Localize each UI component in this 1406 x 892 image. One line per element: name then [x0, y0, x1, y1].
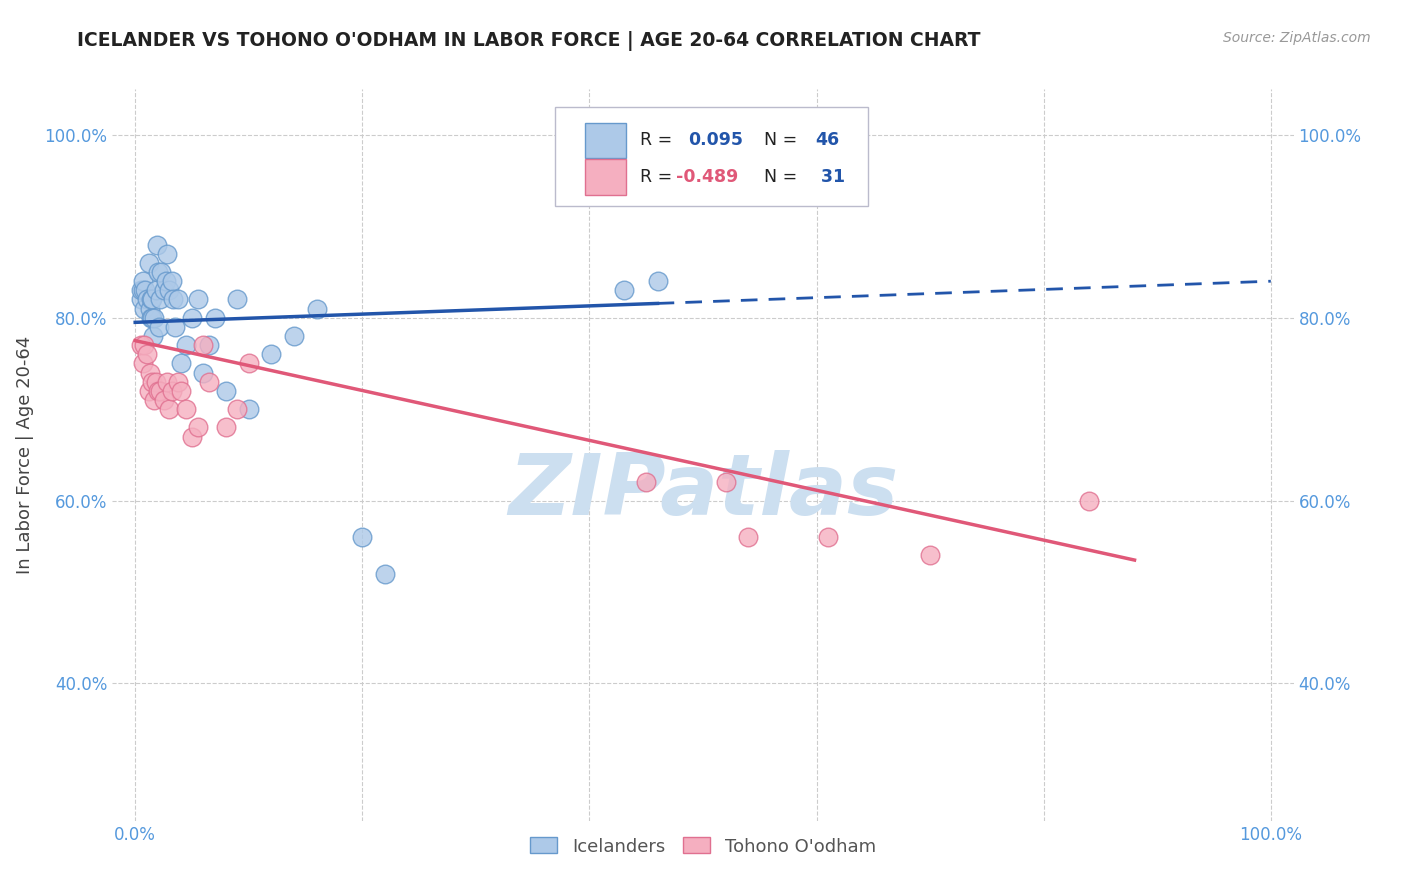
Point: [163, 319, 186, 334]
Point: [148, 319, 170, 334]
Text: 46: 46: [815, 131, 839, 149]
Point: [138, 256, 160, 270]
Point: [226, 293, 249, 307]
Point: [169, 356, 191, 371]
Point: [215, 384, 238, 398]
Point: [193, 366, 215, 380]
Point: [636, 475, 658, 490]
Point: [156, 375, 179, 389]
Point: [1078, 493, 1101, 508]
Point: [132, 284, 155, 298]
Point: [181, 310, 204, 325]
Point: [215, 420, 238, 434]
Point: [138, 384, 160, 398]
Text: ICELANDER VS TOHONO O'ODHAM IN LABOR FORCE | AGE 20-64 CORRELATION CHART: ICELANDER VS TOHONO O'ODHAM IN LABOR FOR…: [77, 31, 981, 51]
Point: [157, 402, 180, 417]
Point: [134, 284, 156, 298]
Point: [129, 284, 152, 298]
Point: [139, 301, 162, 316]
Text: N =: N =: [752, 168, 803, 186]
Point: [181, 429, 204, 443]
Point: [160, 384, 183, 398]
Point: [135, 293, 157, 307]
Point: [155, 274, 177, 288]
Point: [141, 310, 163, 325]
Point: [134, 338, 156, 352]
Point: [198, 338, 221, 352]
Text: R =: R =: [640, 168, 678, 186]
Point: [142, 329, 165, 343]
Point: [162, 293, 184, 307]
Point: [141, 293, 163, 307]
Point: [187, 293, 209, 307]
Text: 31: 31: [815, 168, 845, 186]
Point: [145, 237, 169, 252]
Text: N =: N =: [752, 131, 803, 149]
Point: [714, 475, 737, 490]
Point: [150, 265, 173, 279]
Point: [156, 246, 179, 260]
Point: [193, 338, 215, 352]
Text: ZIPatlas: ZIPatlas: [508, 450, 898, 533]
Point: [198, 375, 221, 389]
Point: [141, 375, 163, 389]
Point: [143, 392, 166, 407]
Point: [135, 347, 157, 361]
FancyBboxPatch shape: [585, 123, 626, 158]
Y-axis label: In Labor Force | Age 20-64: In Labor Force | Age 20-64: [15, 335, 34, 574]
Point: [187, 420, 209, 434]
Point: [612, 284, 634, 298]
Point: [283, 329, 305, 343]
Text: -0.489: -0.489: [676, 168, 738, 186]
Point: [145, 375, 167, 389]
Point: [149, 384, 172, 398]
Point: [146, 265, 169, 279]
Point: [167, 293, 190, 307]
FancyBboxPatch shape: [555, 108, 869, 206]
Point: [352, 530, 374, 544]
Point: [374, 566, 396, 581]
Point: [160, 274, 183, 288]
Point: [139, 293, 162, 307]
Point: [737, 530, 759, 544]
Point: [139, 366, 162, 380]
FancyBboxPatch shape: [585, 160, 626, 194]
Point: [145, 284, 167, 298]
Point: [305, 301, 328, 316]
Point: [132, 356, 155, 371]
Point: [226, 402, 249, 417]
Point: [920, 549, 942, 563]
Point: [238, 402, 260, 417]
Point: [817, 530, 839, 544]
Point: [260, 347, 283, 361]
Point: [169, 384, 191, 398]
Point: [238, 356, 260, 371]
Point: [149, 293, 172, 307]
Point: [146, 384, 169, 398]
Text: R =: R =: [640, 131, 678, 149]
Point: [204, 310, 226, 325]
Point: [129, 338, 152, 352]
Legend: Icelanders, Tohono O'odham: Icelanders, Tohono O'odham: [523, 830, 883, 863]
Point: [157, 284, 180, 298]
Point: [129, 293, 152, 307]
Point: [152, 392, 174, 407]
Point: [174, 338, 197, 352]
Point: [167, 375, 190, 389]
Point: [152, 284, 174, 298]
Point: [647, 274, 669, 288]
Text: Source: ZipAtlas.com: Source: ZipAtlas.com: [1223, 31, 1371, 45]
Text: 0.095: 0.095: [688, 131, 742, 149]
Point: [174, 402, 197, 417]
Point: [143, 310, 166, 325]
Point: [132, 274, 155, 288]
Point: [139, 310, 162, 325]
Point: [134, 301, 156, 316]
